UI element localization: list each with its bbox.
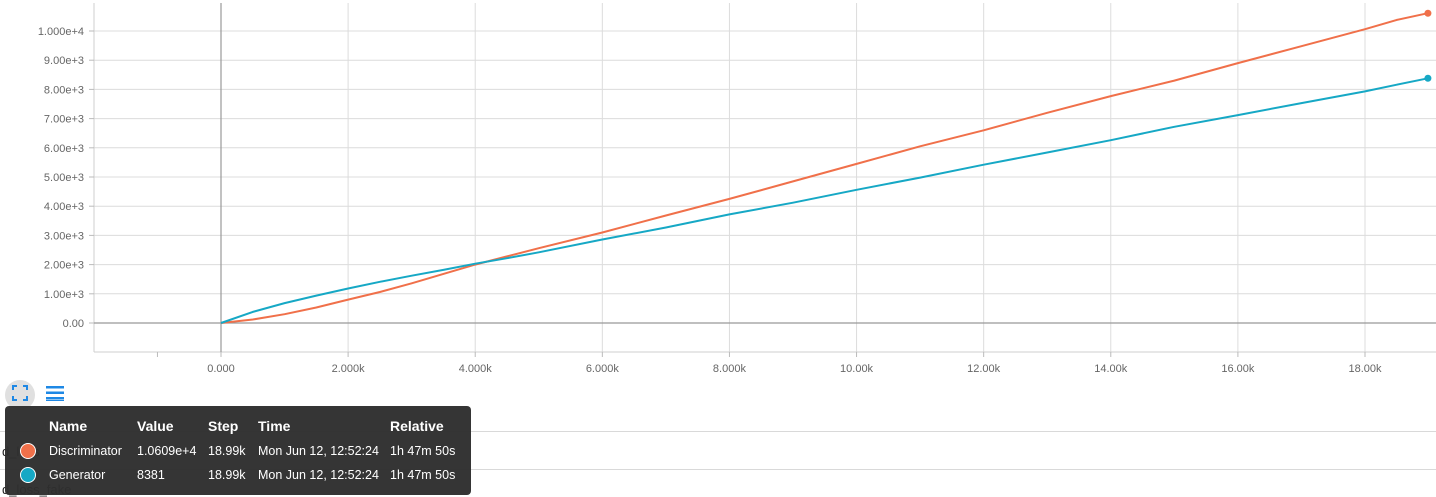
- list-icon: [46, 385, 64, 406]
- y-tick-label: 1.000e+4: [38, 26, 84, 38]
- series: [220, 9, 1432, 324]
- y-tick-label: 0.00: [63, 318, 84, 330]
- divider: [0, 469, 1436, 470]
- series-line-generator: [220, 77, 1429, 324]
- row-step: 18.99k: [208, 444, 246, 458]
- x-tick-label: 6.000k: [586, 363, 620, 375]
- tick-labels: 0.000 2.000k 4.000k 6.000k 8.000k 10.00k 12.00…: [38, 26, 1382, 375]
- row-value: 8381: [137, 468, 165, 482]
- fullscreen-icon: [12, 384, 28, 406]
- tooltip: Name Value Step Time Relative Discrimina…: [5, 406, 471, 495]
- header-step: Step: [208, 418, 239, 434]
- header-time: Time: [258, 418, 291, 434]
- fullscreen-button[interactable]: [5, 380, 35, 410]
- x-tick-label: 18.00k: [1348, 363, 1382, 375]
- x-tick-label: 0.000: [207, 363, 235, 375]
- chart: 0.000 2.000k 4.000k 6.000k 8.000k 10.00k 12.00…: [38, 3, 1436, 375]
- y-tick-label: 6.00e+3: [44, 143, 84, 155]
- x-tick-label: 10.00k: [840, 363, 874, 375]
- toggle-list-button[interactable]: [40, 380, 70, 410]
- row-name: Discriminator: [49, 444, 122, 458]
- header-value: Value: [137, 418, 174, 434]
- row-time: Mon Jun 12, 12:52:24: [258, 444, 379, 458]
- series-endpoint-discriminator: [1424, 9, 1432, 17]
- axes: [89, 3, 1436, 357]
- x-tick-label: 2.000k: [332, 363, 366, 375]
- x-tick-label: 16.00k: [1221, 363, 1255, 375]
- series-endpoint-generator: [1424, 74, 1432, 82]
- header-relative: Relative: [390, 418, 444, 434]
- x-tick-label: 14.00k: [1094, 363, 1128, 375]
- y-tick-label: 1.00e+3: [44, 289, 84, 301]
- y-tick-label: 5.00e+3: [44, 172, 84, 184]
- y-tick-label: 4.00e+3: [44, 201, 84, 213]
- x-tick-label: 4.000k: [459, 363, 493, 375]
- series-line-discriminator: [220, 12, 1429, 324]
- y-tick-label: 7.00e+3: [44, 114, 84, 126]
- row-time: Mon Jun 12, 12:52:24: [258, 468, 379, 482]
- row-step: 18.99k: [208, 468, 246, 482]
- divider: [0, 431, 1436, 432]
- grid: [94, 3, 1436, 352]
- row-relative: 1h 47m 50s: [390, 468, 456, 482]
- header-name: Name: [49, 418, 88, 434]
- row-name: Generator: [49, 468, 106, 482]
- series-color-swatch: [20, 443, 36, 459]
- y-tick-label: 8.00e+3: [44, 84, 84, 96]
- y-tick-label: 2.00e+3: [44, 260, 84, 272]
- series-color-swatch: [20, 467, 36, 483]
- row-relative: 1h 47m 50s: [390, 444, 456, 458]
- row-value: 1.0609e+4: [137, 444, 197, 458]
- x-tick-label: 12.00k: [967, 363, 1001, 375]
- x-tick-label: 8.000k: [713, 363, 747, 375]
- y-tick-label: 3.00e+3: [44, 230, 84, 242]
- y-tick-label: 9.00e+3: [44, 55, 84, 67]
